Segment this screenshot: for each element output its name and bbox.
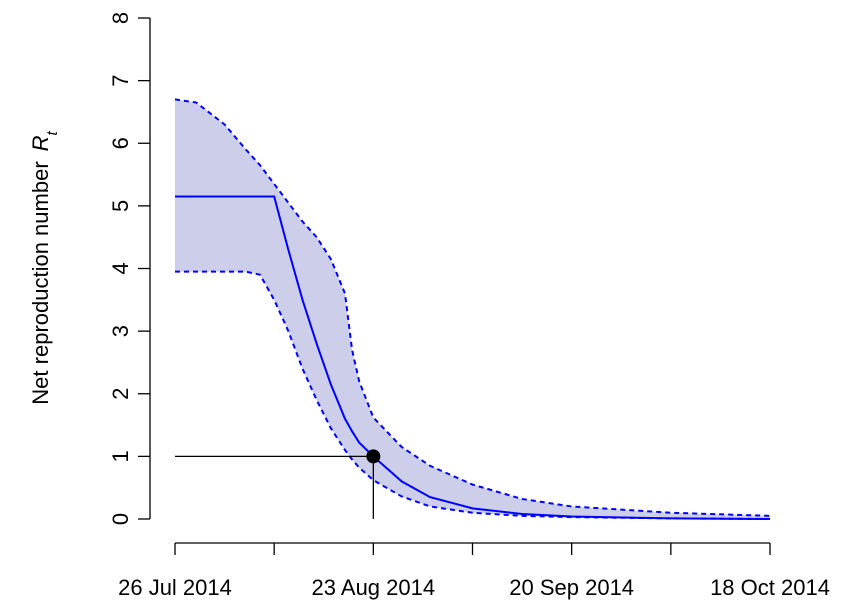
line — [175, 195, 771, 520]
y-label: Net reproduction number — [28, 161, 53, 404]
y-tick-label: 8 — [108, 12, 133, 24]
threshold-point — [366, 449, 381, 464]
y-tick-label: 6 — [108, 137, 133, 149]
x-tick-label: 26 Jul 2014 — [118, 575, 232, 600]
y-tick-label: 7 — [108, 75, 133, 87]
x-tick-label: 18 Oct 2014 — [710, 575, 830, 600]
band-lower — [175, 270, 771, 520]
y-label-symbol: R — [28, 135, 53, 151]
y-tick-label: 5 — [108, 200, 133, 212]
y-tick-label: 0 — [108, 513, 133, 525]
y-tick-label: 2 — [108, 388, 133, 400]
y-tick-label: 1 — [108, 450, 133, 462]
y-tick-label: 4 — [108, 262, 133, 274]
x-tick-label: 23 Aug 2014 — [312, 575, 436, 600]
y-tick-label: 3 — [108, 325, 133, 337]
y-axis-title: Net reproduction number Rt — [28, 130, 61, 404]
y-label-subscript: t — [44, 130, 61, 135]
band-upper — [174, 98, 771, 517]
x-tick-label: 20 Sep 2014 — [509, 575, 634, 600]
